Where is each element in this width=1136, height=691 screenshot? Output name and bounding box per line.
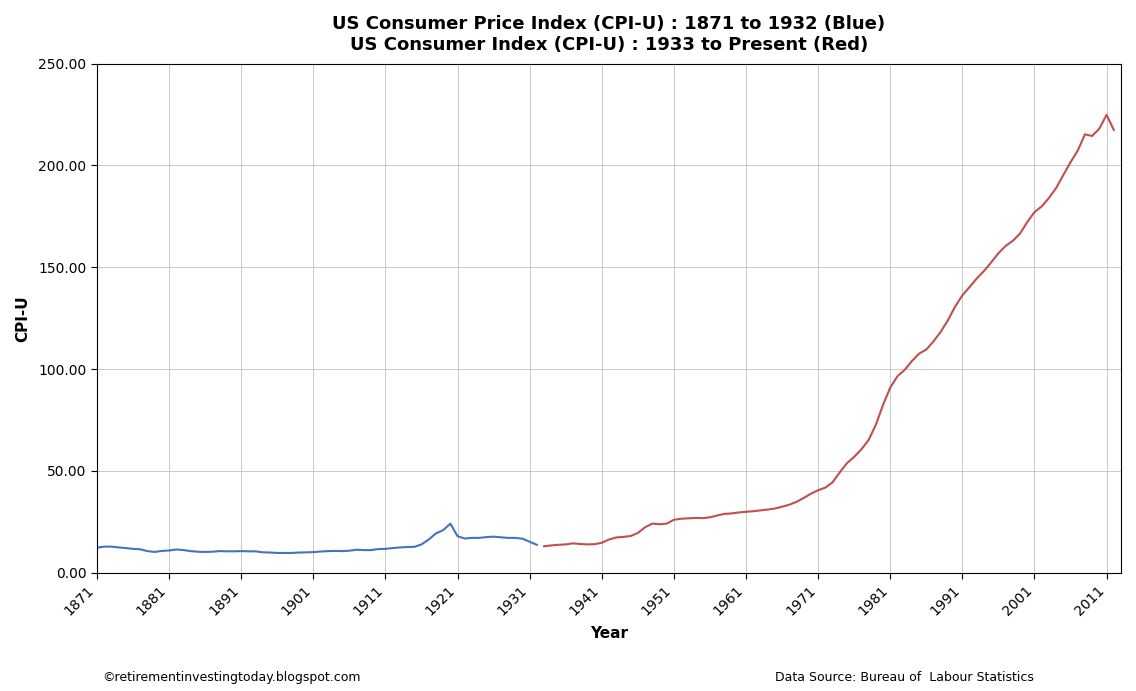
Text: Data Source: Bureau of  Labour Statistics: Data Source: Bureau of Labour Statistics bbox=[775, 671, 1034, 684]
Y-axis label: CPI-U: CPI-U bbox=[15, 295, 30, 341]
X-axis label: Year: Year bbox=[590, 627, 628, 641]
Title: US Consumer Price Index (CPI-U) : 1871 to 1932 (Blue)
US Consumer Index (CPI-U) : US Consumer Price Index (CPI-U) : 1871 t… bbox=[333, 15, 886, 54]
Text: ©retirementinvestingtoday.blogspot.com: ©retirementinvestingtoday.blogspot.com bbox=[102, 671, 361, 684]
